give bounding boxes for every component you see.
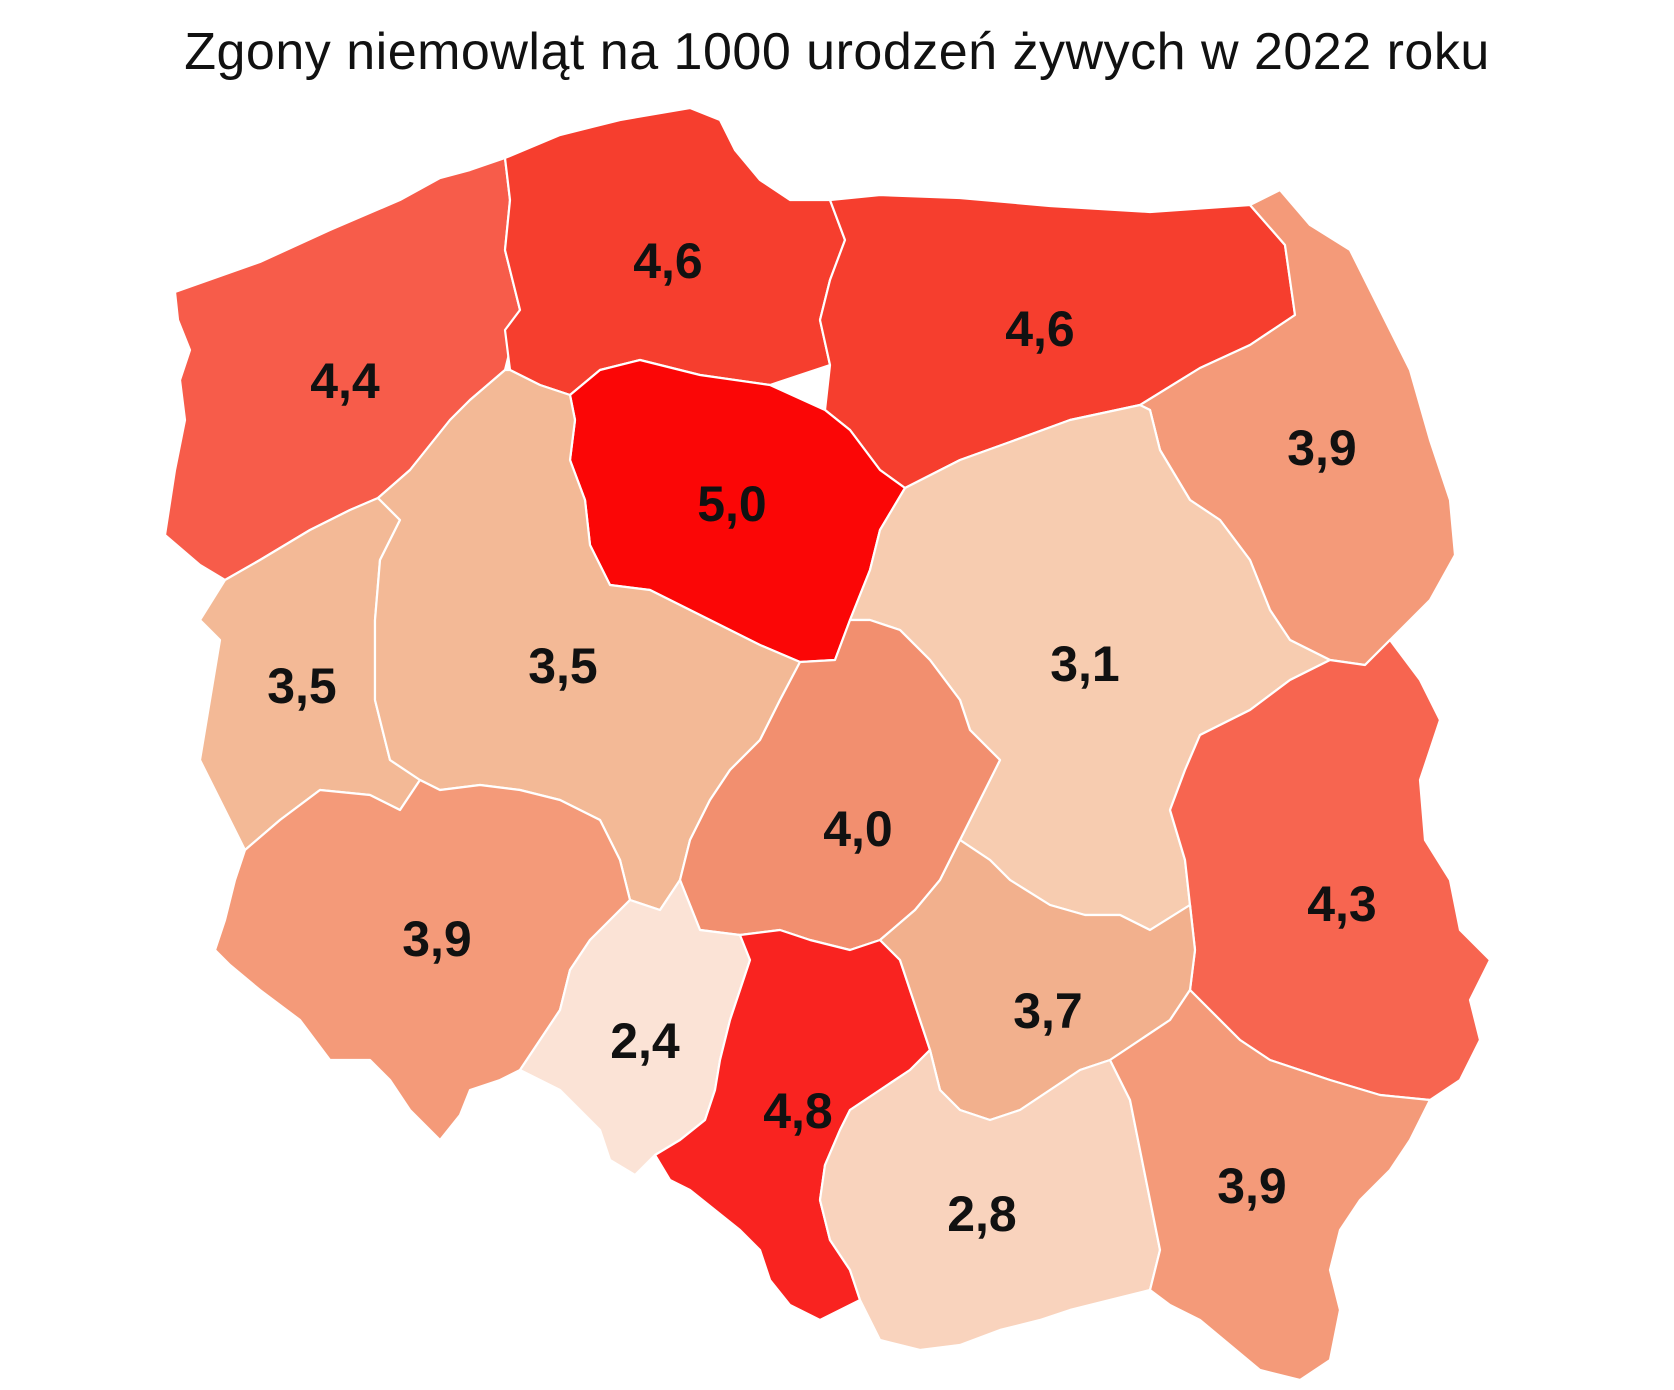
value-label-kujawsko-pomorskie: 5,0 xyxy=(697,476,767,532)
value-label-slaskie: 4,8 xyxy=(763,1083,833,1139)
value-label-podkarpackie: 3,9 xyxy=(1217,1158,1287,1214)
value-label-lodzkie: 4,0 xyxy=(823,801,893,857)
map-title: Zgony niemowląt na 1000 urodzeń żywych w… xyxy=(184,23,1490,81)
value-label-dolnoslaskie: 3,9 xyxy=(402,911,472,967)
value-label-warminsko-mazurskie: 4,6 xyxy=(1005,301,1075,357)
value-label-podlaskie: 3,9 xyxy=(1287,420,1357,476)
value-label-zachodniopomorskie: 4,4 xyxy=(310,353,380,409)
value-label-lubelskie: 4,3 xyxy=(1307,876,1377,932)
value-label-pomorskie: 4,6 xyxy=(633,233,703,289)
value-label-wielkopolskie: 3,5 xyxy=(528,638,598,694)
value-label-lubuskie: 3,5 xyxy=(267,658,337,714)
value-label-malopolskie: 2,8 xyxy=(947,1186,1017,1242)
value-label-swietokrzyskie: 3,7 xyxy=(1013,983,1083,1039)
value-label-mazowieckie: 3,1 xyxy=(1050,636,1120,692)
value-label-opolskie: 2,4 xyxy=(610,1013,680,1069)
region-podkarpackie xyxy=(1108,988,1432,1382)
